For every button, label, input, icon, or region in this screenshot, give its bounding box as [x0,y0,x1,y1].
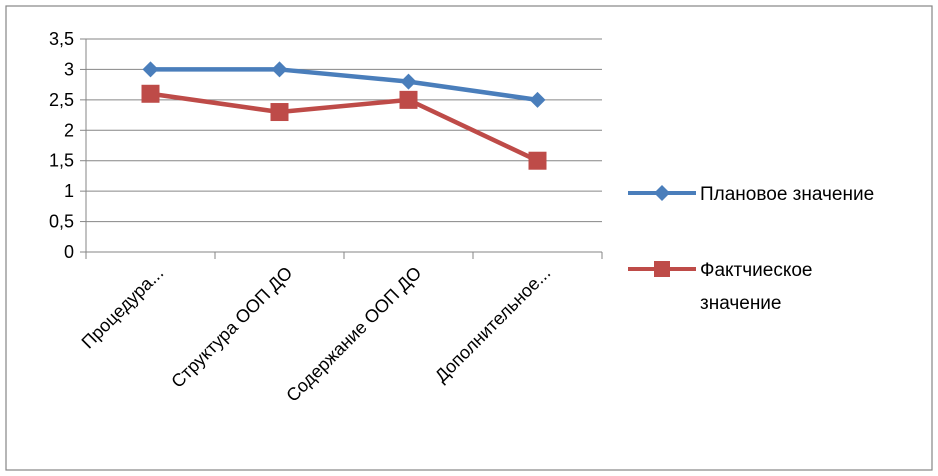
axes [80,38,603,259]
data-point-diamond [271,61,288,78]
data-point-diamond [529,91,546,108]
legend-label-fact-line2: значение [700,293,782,314]
data-point-square [141,84,160,103]
y-axis-tick-labels: 0 0,5 1 1,5 2 2,5 3 3,5 [49,29,74,262]
y-tick-label: 1 [64,181,74,201]
data-point-diamond [142,61,159,78]
y-tick-label: 1,5 [49,151,74,171]
data-point-square [399,90,418,109]
y-tick-label: 3,5 [49,29,74,49]
legend-marker-diamond [654,185,670,201]
data-point-square [270,103,289,122]
legend-label-plan: Плановое значение [700,184,874,205]
series-line-2 [148,91,540,163]
legend-marker-square [654,261,670,277]
y-tick-label: 2 [64,120,74,140]
legend-label-fact-line1: Фактчиеское [700,260,812,281]
y-tick-label: 2,5 [49,90,74,110]
y-tick-label: 3 [64,59,74,79]
data-point-square [528,151,547,170]
chart-frame [5,5,933,471]
legend-item-plan: Плановое значение [628,184,874,205]
y-tick-label: 0 [64,242,74,262]
series [141,61,547,170]
legend: Плановое значение Фактчиеское значение [628,184,874,314]
data-point-diamond [400,73,417,90]
legend-item-fact: Фактчиеское значение [628,260,812,314]
y-tick-label: 0,5 [49,212,74,232]
series-line-1 [148,67,540,103]
